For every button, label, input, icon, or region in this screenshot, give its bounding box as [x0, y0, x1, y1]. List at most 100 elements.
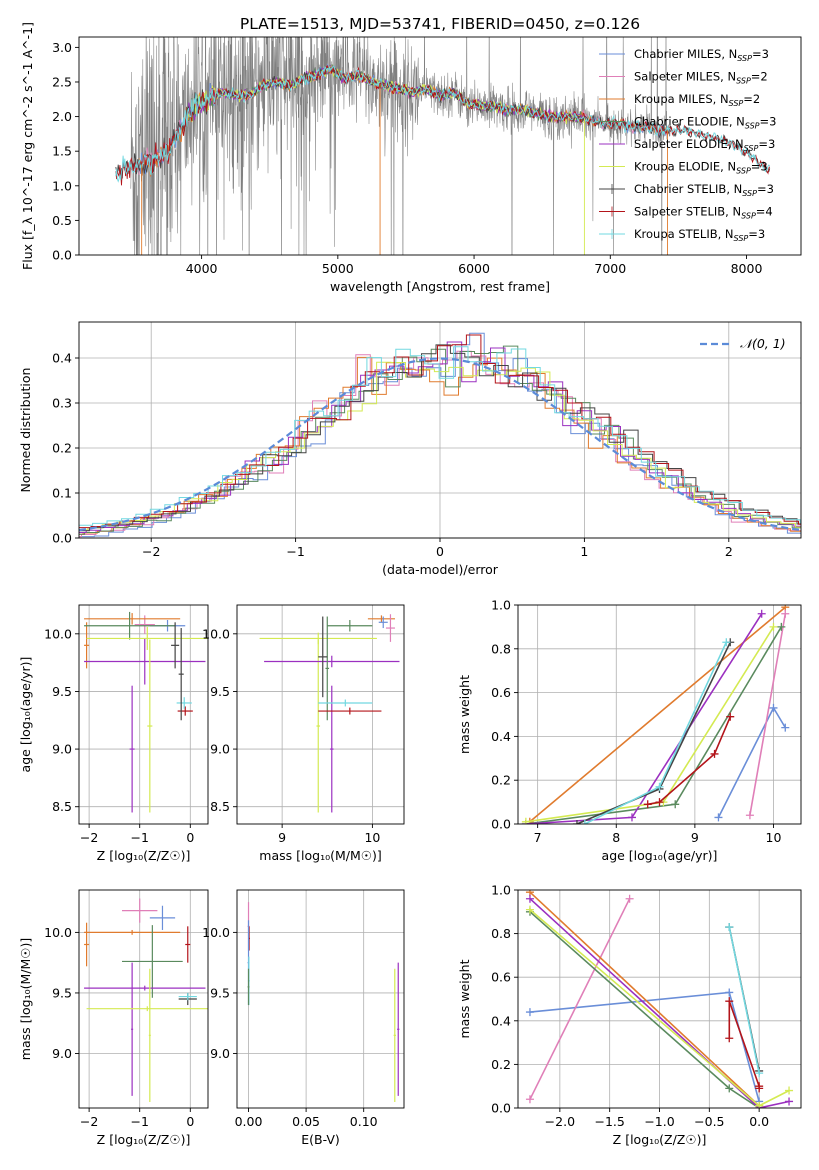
legend-subscript: SSP — [736, 167, 751, 176]
series-marker — [643, 800, 652, 809]
series-marker — [726, 712, 735, 721]
x-tick-label: 7000 — [594, 261, 626, 276]
x-axis-label: mass [log₁₀(M/M☉)] — [259, 848, 381, 863]
series-chabrier-miles — [714, 703, 790, 822]
legend-suffix: =3 — [748, 227, 765, 241]
errorbar-kroupa-elodie — [148, 968, 151, 1102]
y-tick-label: 1.0 — [52, 178, 72, 193]
residuals-panel: −2 −1 0 1 2 0.0 0.1 0.2 0.3 0.4 (data-model)/error… — [18, 321, 802, 577]
x-axis-label: wavelength [Angstrom, rest frame] — [330, 279, 550, 294]
errorbar-salpeter-elodie — [129, 685, 135, 813]
legend-label: Kroupa MILES, N — [634, 92, 729, 106]
legend-suffix: =3 — [752, 47, 769, 61]
y-tick-label: 0.0 — [491, 1101, 511, 1116]
errorbar-chabrier-miles — [378, 616, 388, 629]
mass-vs-ebv-panel: 0.00 0.05 0.10 9.0 9.5 10.0 E(B-V) — [202, 889, 405, 1147]
errorbar-kroupa-elodie — [147, 639, 153, 813]
y-tick-label: 0.2 — [491, 1057, 511, 1072]
y-tick-label: 0.6 — [491, 970, 511, 985]
series-marker — [671, 800, 680, 809]
spectrum-panel: 4000 5000 6000 7000 8000 0.0 0.5 1.0 1.5 2.0 2.5 3.… — [20, 22, 802, 294]
series-kroupa-stelib — [725, 923, 764, 1078]
residuals-plot-area — [79, 332, 801, 538]
series-marker — [785, 1097, 794, 1106]
series-marker — [714, 813, 723, 822]
series-marker — [710, 749, 719, 758]
histogram-kroupa-stelib — [79, 346, 801, 526]
mass-vs-ebv-plot-area — [247, 902, 400, 1102]
axes-frame — [517, 604, 802, 825]
series-chabrier-elodie — [521, 622, 786, 824]
errorbar-salpeter-elodie — [264, 655, 400, 668]
legend-subscript: SSP — [737, 54, 752, 63]
y-tick-label: 8.5 — [210, 799, 230, 814]
x-tick-label: 0.10 — [350, 1114, 378, 1129]
series-kroupa-stelib — [580, 638, 731, 824]
histogram-chabrier-miles — [79, 332, 801, 538]
x-tick-label: −0.5 — [694, 1114, 724, 1129]
series-marker — [769, 703, 778, 712]
y-tick-label: 10.0 — [202, 925, 230, 940]
series-line — [728, 926, 760, 1074]
y-tick-label: 1.0 — [491, 598, 511, 613]
series-marker — [655, 782, 664, 791]
errorbar-kroupa-elodie — [86, 1006, 208, 1012]
y-tick-label: 10.0 — [202, 626, 230, 641]
series-salpeter-stelib — [643, 712, 735, 809]
data-spectrum — [130, 37, 671, 255]
x-tick-label: 4000 — [186, 261, 218, 276]
histogram-chabrier-stelib — [79, 344, 801, 532]
normal-legend-label: 𝒩(0, 1) — [740, 336, 786, 351]
x-axis-label: E(B-V) — [301, 1132, 340, 1147]
x-tick-label: 0 — [186, 830, 194, 845]
x-tick-label: −1.0 — [644, 1114, 674, 1129]
legend-label: Kroupa STELIB, N — [634, 227, 734, 241]
x-tick-label: 0.00 — [235, 1114, 263, 1129]
axes-frame — [78, 604, 209, 825]
legend-entry: Chabrier STELIB, NSSP=3 — [634, 182, 774, 198]
x-tick-label: −2 — [80, 830, 98, 845]
y-tick-label: 2.0 — [52, 109, 72, 124]
legend-label: Salpeter MILES, N — [634, 70, 736, 84]
y-tick-label: 9.0 — [210, 742, 230, 757]
x-tick-label: 0.0 — [749, 1114, 769, 1129]
legend-suffix: =2 — [751, 70, 768, 84]
errorbar-kroupa-miles — [84, 622, 90, 669]
series-marker — [755, 1101, 764, 1108]
model-spectrum-chabrier-stelib — [115, 66, 771, 179]
age-vs-mass-panel: 9 10 8.5 9.0 9.5 10.0 mass [log₁₀(M/M☉)] — [202, 604, 405, 863]
legend-suffix: =3 — [760, 115, 777, 129]
x-tick-label: 10 — [364, 830, 380, 845]
legend-subscript: SSP — [742, 189, 757, 198]
series-kroupa-miles — [525, 605, 790, 824]
x-tick-label: 1 — [580, 544, 588, 559]
x-axis-label: age [log₁₀(age/yr)] — [602, 848, 718, 863]
errorbar-chabrier-elodie — [247, 968, 250, 1006]
series-line — [529, 911, 760, 1108]
series-marker — [572, 820, 581, 824]
weight-vs-age-panel: 7 8 9 10 0.0 0.2 0.4 0.6 0.8 1.0 age [log₁₀(age/yr… — [457, 598, 802, 863]
x-tick-label: 7 — [534, 830, 542, 845]
errorbar-kroupa-stelib — [176, 697, 192, 709]
y-tick-label: 0.6 — [491, 685, 511, 700]
series-marker — [580, 820, 589, 824]
histogram-salpeter-stelib — [79, 334, 801, 529]
series-kroupa-miles — [525, 890, 764, 1108]
errorbar-salpeter-miles — [134, 615, 155, 634]
x-tick-label: 9 — [278, 830, 286, 845]
y-axis-label: mass weight — [457, 675, 472, 754]
x-tick-label: −2 — [80, 1114, 98, 1129]
legend-label: Chabrier ELODIE, N — [634, 115, 745, 129]
y-tick-label: 9.0 — [52, 742, 72, 757]
series-line — [529, 898, 631, 1100]
series-salpeter-miles — [525, 894, 634, 1104]
series-line — [584, 641, 728, 824]
errorbar-salpeter-elodie — [131, 962, 134, 1096]
axes-frame — [236, 604, 405, 825]
series-marker — [757, 609, 766, 618]
x-axis-label: Z [log₁₀(Z/Z☉)] — [97, 1132, 191, 1147]
series-salpeter-stelib — [725, 997, 764, 1093]
legend-entry: Chabrier ELODIE, NSSP=3 — [634, 115, 776, 131]
y-tick-label: 0.4 — [52, 351, 72, 366]
